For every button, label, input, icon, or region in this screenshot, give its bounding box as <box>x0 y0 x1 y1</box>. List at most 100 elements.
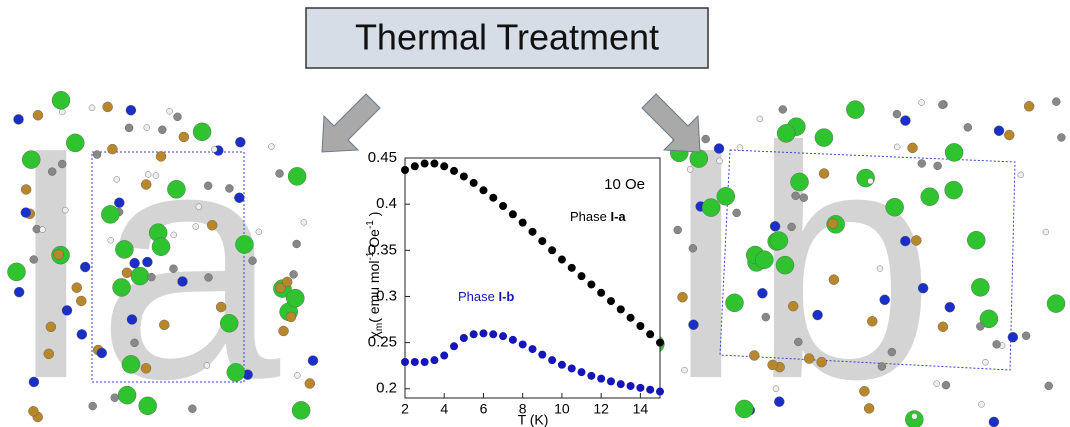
data-point <box>479 329 487 337</box>
atom <box>52 91 70 109</box>
atom <box>749 350 759 360</box>
data-point <box>529 228 537 236</box>
atom <box>678 292 688 302</box>
atom <box>179 132 189 142</box>
atom <box>139 397 157 415</box>
atom <box>894 144 900 150</box>
atom <box>235 137 245 147</box>
atom <box>773 386 779 392</box>
atom <box>934 162 942 170</box>
atom <box>888 348 896 356</box>
atom <box>152 238 170 256</box>
atom <box>911 413 917 419</box>
data-point <box>430 160 438 168</box>
atom <box>755 251 773 269</box>
atom <box>674 226 682 234</box>
atom <box>286 289 304 307</box>
data-point <box>470 179 478 187</box>
atom <box>118 386 136 404</box>
legend-part: I-b <box>498 289 514 304</box>
data-point <box>617 380 625 388</box>
data-point <box>607 297 615 305</box>
atom <box>305 379 315 389</box>
data-point <box>489 194 497 202</box>
atom <box>204 273 212 281</box>
atom <box>54 250 64 260</box>
atom <box>40 227 46 233</box>
atom <box>188 405 196 413</box>
atom <box>145 171 151 177</box>
data-point <box>578 272 586 280</box>
data-point <box>538 351 546 359</box>
atom <box>14 114 24 124</box>
data-point <box>519 340 527 348</box>
data-point <box>440 352 448 360</box>
y-tick-label: 0.35 <box>368 241 397 258</box>
atom <box>111 394 119 402</box>
atom <box>777 124 795 142</box>
atom <box>702 199 720 217</box>
atom <box>815 129 833 147</box>
atom <box>131 267 149 285</box>
atom <box>127 314 137 324</box>
atom <box>290 270 298 278</box>
atom <box>893 110 901 118</box>
atom <box>21 208 31 218</box>
plot-frame <box>405 158 660 398</box>
atom <box>207 220 217 230</box>
atom <box>817 357 827 367</box>
atom <box>702 135 710 143</box>
atom <box>976 322 984 330</box>
atom <box>156 151 166 161</box>
atom <box>938 322 948 332</box>
atom <box>76 296 86 306</box>
data-point <box>430 356 438 364</box>
data-point <box>558 361 566 369</box>
atom <box>141 363 151 373</box>
atom <box>115 240 133 258</box>
atom <box>859 386 869 396</box>
atom <box>921 188 939 206</box>
atom <box>945 181 963 199</box>
data-point <box>587 280 595 288</box>
atom <box>33 110 43 120</box>
data-point <box>401 358 409 366</box>
atom <box>938 101 946 109</box>
atom <box>757 288 767 298</box>
atom <box>726 294 744 312</box>
x-tick-label: 14 <box>633 401 649 417</box>
atom <box>918 159 926 167</box>
atom <box>234 193 244 203</box>
atom <box>62 207 68 213</box>
atom <box>1022 332 1030 340</box>
data-point <box>597 289 605 297</box>
legend-label: Phase I-b <box>458 289 514 304</box>
atom <box>945 143 963 161</box>
atom <box>918 283 928 293</box>
atom <box>867 178 873 184</box>
data-point <box>646 386 654 394</box>
atom <box>125 124 133 132</box>
data-point <box>421 358 429 366</box>
atom <box>193 224 199 230</box>
data-point <box>578 368 586 376</box>
atom <box>942 381 950 389</box>
atom <box>911 235 921 245</box>
atom <box>813 310 823 320</box>
atom <box>89 105 95 111</box>
data-point <box>617 305 625 313</box>
atom <box>857 169 875 187</box>
atom <box>196 204 202 210</box>
atom <box>256 229 262 235</box>
atom <box>828 219 838 229</box>
atom <box>167 180 185 198</box>
atom <box>878 362 886 370</box>
atom <box>989 417 999 427</box>
figure: Ia Ib Thermal Treatment χm( emu mol-1 Oe… <box>0 0 1070 427</box>
atom <box>107 144 117 154</box>
data-point <box>636 322 644 330</box>
atom <box>216 302 226 312</box>
atom <box>978 401 984 407</box>
atom <box>268 144 274 150</box>
atom <box>982 359 988 365</box>
